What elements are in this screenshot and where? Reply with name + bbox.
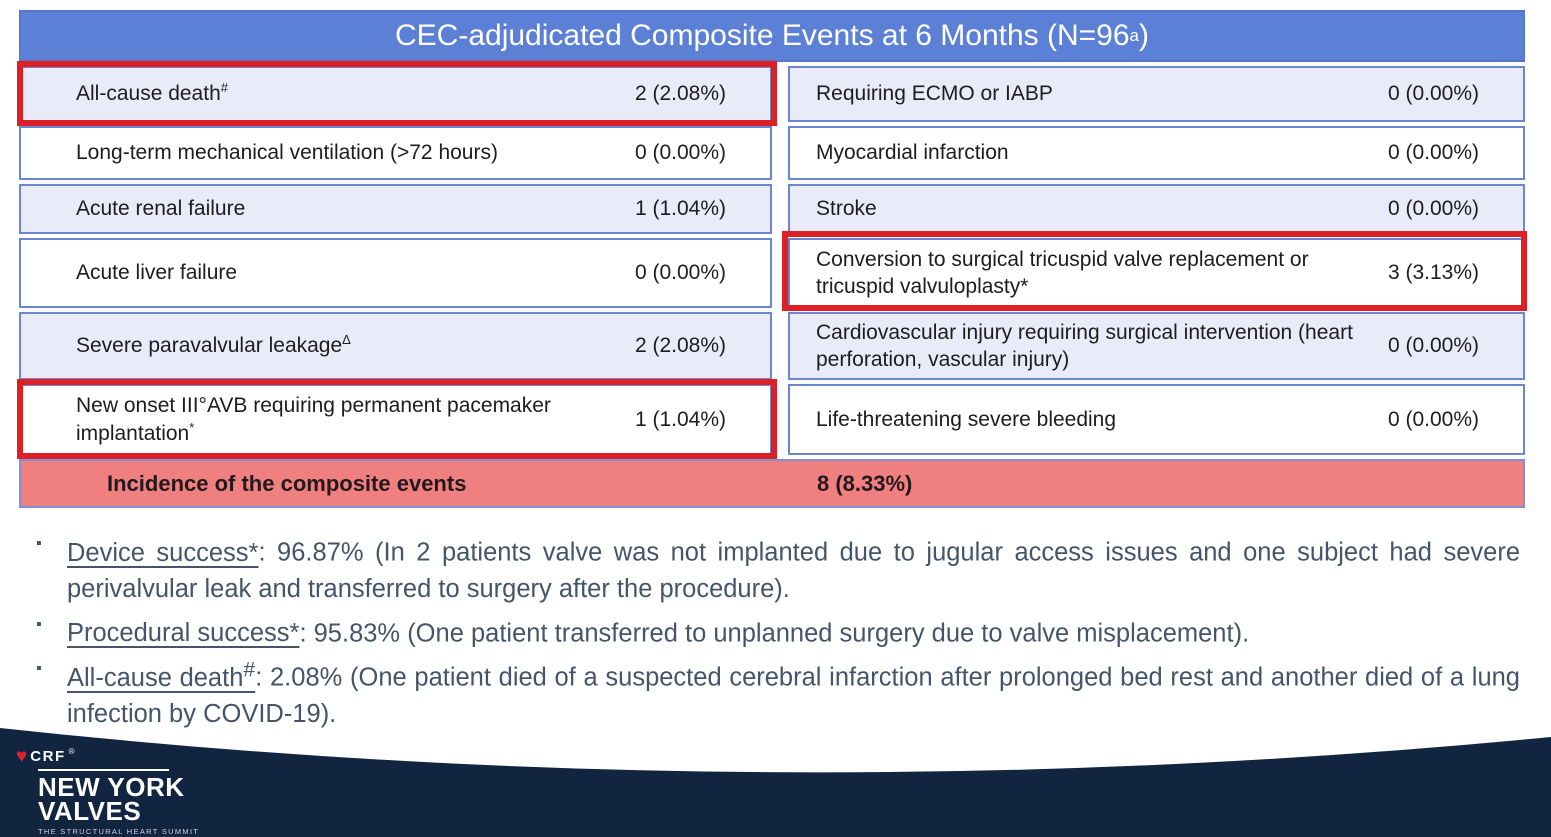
event-label-superscript: * [189,419,195,435]
summary-value: 8 (8.33%) [817,470,913,496]
bullet-body: : 96.87% (In 2 patients valve was not im… [67,538,1520,603]
summary-row: Incidence of the composite events 8 (8.3… [19,459,1525,508]
event-label: Requiring ECMO or IABP [816,82,1053,106]
event-value: 1 (1.04%) [634,197,726,220]
table-row: All-cause death# 2 (2.08%) Requiring ECM… [19,66,1525,122]
cell-conversion-to-surgery: Conversion to surgical tricuspid valve r… [788,238,1525,308]
logo-name-line1: NEW YORK [38,772,185,802]
event-value: 2 (2.08%) [634,82,726,105]
event-label: Life-threatening severe bleeding [816,407,1117,431]
event-value: 0 (0.00%) [1387,82,1479,105]
table-title-text: CEC-adjudicated Composite Events at 6 Mo… [395,19,1130,52]
bullet-lead: Procedural success* [67,619,300,647]
table-row: New onset III°AVB requiring permanent pa… [19,384,1525,455]
event-value: 0 (0.00%) [1387,334,1479,357]
composite-events-table: CEC-adjudicated Composite Events at 6 Mo… [17,10,1527,508]
cell-cardiovascular-injury: Cardiovascular injury requiring surgical… [788,312,1525,380]
table-row: Acute liver failure 0 (0.00%) Conversion… [19,238,1525,308]
table-row: Acute renal failure 1 (1.04%) Stroke 0 (… [19,184,1525,234]
bullet-body: : 2.08% (One patient died of a suspected… [67,663,1520,728]
event-label: Severe paravalvular leakage [76,334,343,358]
cell-ecmo-iabp: Requiring ECMO or IABP 0 (0.00%) [788,66,1525,122]
logo-name-line2: VALVES [38,796,142,826]
bullet-lead: Device success* [67,538,259,567]
event-label-superscript: # [220,80,228,96]
heart-icon: ♥ [16,746,28,767]
table-body: All-cause death# 2 (2.08%) Requiring ECM… [19,66,1525,455]
table-row: Long-term mechanical ventilation (>72 ho… [19,126,1525,180]
logo-divider [38,769,169,771]
bullet-lead-superscript: # [243,657,256,681]
event-label: Stroke [816,197,877,221]
event-value: 0 (0.00%) [634,261,726,284]
event-label: Cardiovascular injury requiring surgical… [816,320,1353,371]
list-item: ▪ Procedural success*: 95.83% (One patie… [36,607,1520,652]
event-value: 0 (0.00%) [1387,407,1479,431]
event-label: Myocardial infarction [816,141,1009,165]
cell-all-cause-death: All-cause death# 2 (2.08%) [19,66,772,122]
registered-mark: ® [68,747,75,756]
list-item: ▪ All-cause death#: 2.08% (One patient d… [36,651,1520,732]
event-value: 2 (2.08%) [634,334,726,357]
event-label: Long-term mechanical ventilation (>72 ho… [76,141,498,165]
table-title: CEC-adjudicated Composite Events at 6 Mo… [19,10,1525,62]
list-item: ▪ Device success*: 96.87% (In 2 patients… [36,526,1520,607]
bullet-lead: All-cause death [67,663,244,692]
cell-acute-liver-failure: Acute liver failure 0 (0.00%) [19,238,772,308]
crf-brand-text: CRF [30,748,66,765]
event-label: Conversion to surgical tricuspid valve r… [816,247,1309,298]
cell-avb-pacemaker: New onset III°AVB requiring permanent pa… [19,384,772,455]
footer-curve [0,728,1551,837]
new-york-valves-logo: ♥ CRF ® NEW YORK VALVES THE STRUCTURAL H… [16,747,199,836]
bullet-body: : 95.83% (One patient transferred to unp… [299,619,1250,647]
cell-myocardial-infarction: Myocardial infarction 0 (0.00%) [788,126,1525,180]
cell-mechanical-ventilation: Long-term mechanical ventilation (>72 ho… [19,126,772,180]
bullet-icon: ▪ [36,615,42,633]
event-value: 1 (1.04%) [634,407,726,431]
cell-severe-bleeding: Life-threatening severe bleeding 0 (0.00… [788,384,1525,455]
event-value: 0 (0.00%) [1387,141,1479,164]
notes-list: ▪ Device success*: 96.87% (In 2 patients… [36,526,1520,732]
event-label: New onset III°AVB requiring permanent pa… [76,394,551,445]
event-value: 0 (0.00%) [1387,197,1479,220]
event-value: 0 (0.00%) [634,141,726,164]
cell-acute-renal-failure: Acute renal failure 1 (1.04%) [19,184,772,234]
cell-paravalvular-leakage: Severe paravalvular leakageΔ 2 (2.08%) [19,312,772,380]
event-label: Acute renal failure [76,197,246,221]
event-label: All-cause death [76,82,221,106]
logo-tagline: THE STRUCTURAL HEART SUMMIT [38,827,200,836]
bullet-icon: ▪ [36,660,42,677]
event-label-superscript: Δ [342,332,351,348]
table-title-suffix: ) [1139,19,1149,52]
cell-stroke: Stroke 0 (0.00%) [788,184,1525,234]
summary-label: Incidence of the composite events [107,470,467,496]
event-value: 3 (3.13%) [1387,261,1479,284]
table-row: Severe paravalvular leakageΔ 2 (2.08%) C… [19,312,1525,380]
event-label: Acute liver failure [76,261,238,285]
bullet-icon: ▪ [36,535,42,552]
